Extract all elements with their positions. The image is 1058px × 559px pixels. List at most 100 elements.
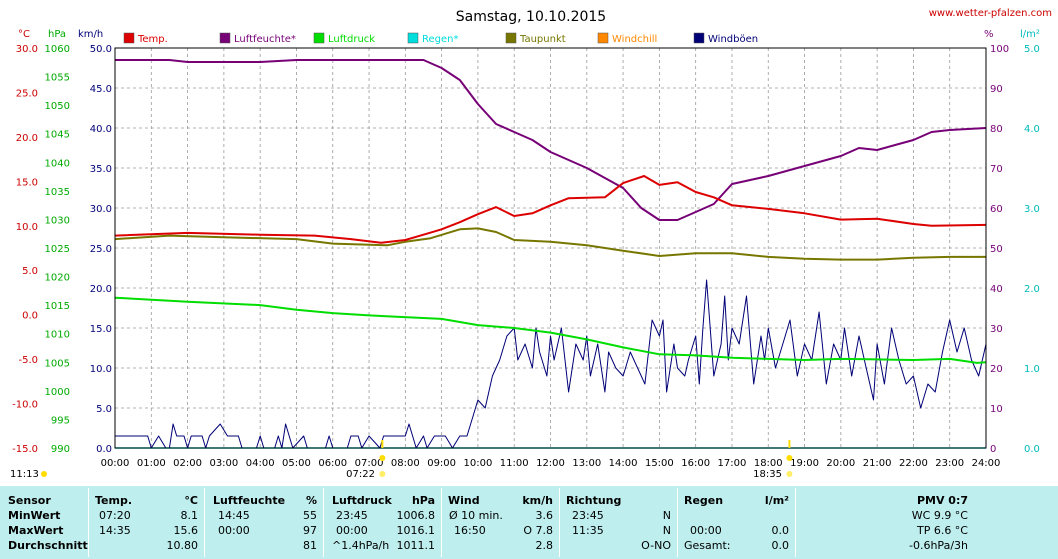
humidity-tick-label: 70 — [990, 164, 1003, 175]
temp-section: Temp. °C 07:20 8.1 14:35 15.6 10.80 — [89, 486, 204, 559]
legend-swatch-pressure — [313, 32, 325, 44]
time-tick-label: 22:00 — [899, 458, 928, 469]
sunrise-label: 07:22 — [346, 469, 375, 480]
panel-separator — [795, 488, 796, 557]
sunrise-sun-icon — [379, 471, 386, 477]
pressure-tick-label: 1040 — [45, 158, 70, 169]
humidity-section: Luftfeuchte % 14:45 55 00:00 97 81 — [205, 486, 323, 559]
legend-label-gust: Windböen — [708, 34, 758, 45]
chart-title: Samstag, 10.10.2015 — [456, 9, 606, 25]
wind-unit-header: km/h — [522, 494, 553, 507]
pmv-pressure-trend: -0.6hPa/3h — [909, 539, 968, 552]
rain-unit: l/m² — [1020, 29, 1040, 40]
pressure-tick-label: 1030 — [45, 215, 70, 226]
temp-unit-header: °C — [184, 494, 198, 507]
time-tick-label: 08:00 — [391, 458, 420, 469]
daylength-sun-icon — [41, 471, 47, 477]
panel-separator — [323, 488, 324, 557]
time-tick-label: 10:00 — [464, 458, 493, 469]
temp-tick-label: 30.0 — [16, 44, 38, 55]
direction-row2-time: 11:35 — [572, 524, 604, 537]
sun-icons — [41, 440, 793, 477]
humidity-tick-label: 60 — [990, 204, 1003, 215]
row-label-avg: Durchschnitt — [8, 539, 88, 552]
temp-max-value: 15.6 — [173, 524, 199, 537]
time-tick-label: 19:00 — [790, 458, 819, 469]
pressure-section: Luftdruck hPa 23:45 1006.8 00:00 1016.1 … — [324, 486, 441, 559]
temp-tick-label: 5.0 — [22, 266, 38, 277]
temp-header: Temp. — [95, 494, 133, 507]
panel-separator — [441, 488, 442, 557]
temp-max-time: 14:35 — [99, 524, 131, 537]
humidity-tick-label: 50 — [990, 244, 1003, 255]
time-tick-label: 05:00 — [282, 458, 311, 469]
wind-header: Wind — [448, 494, 480, 507]
axis-tick-labels: 30.0 25.0 20.0 15.0 10.0 5.0 0.0 -5.0 -10.0 -15.0… — [12, 44, 1040, 469]
time-tick-label: 23:00 — [935, 458, 964, 469]
wind-tick-label: 10.0 — [90, 364, 112, 375]
pmv-section: PMV 0:7 WC 9.9 °C TP 6.6 °C -0.6hPa/3h — [796, 486, 1052, 559]
row-label-min: MinWert — [8, 509, 61, 522]
pmv-windchill: WC 9.9 °C — [911, 509, 968, 522]
humidity-max-value: 97 — [303, 524, 317, 537]
humidity-max-time: 00:00 — [218, 524, 250, 537]
weather-chart: Samstag, 10.10.2015 www.wetter-pfalzen.c… — [10, 8, 1052, 480]
pressure-tick-label: 1055 — [45, 73, 70, 84]
temp-tick-label: -10.0 — [12, 400, 38, 411]
wind-tick-label: 30.0 — [90, 204, 112, 215]
time-tick-label: 24:00 — [972, 458, 1001, 469]
wind-tick-label: 50.0 — [90, 44, 112, 55]
pressure-avg-value: 1011.1 — [396, 539, 436, 552]
rain-tick-label: 0.0 — [1024, 444, 1040, 455]
direction-row2-value: N — [662, 524, 671, 537]
wind-section: Wind km/h Ø 10 min. 3.6 16:50 O 7.8 2.8 — [442, 486, 559, 559]
humidity-avg-value: 81 — [303, 539, 317, 552]
sunset-label: 18:35 — [753, 469, 782, 480]
temp-tick-label: 0.0 — [22, 311, 38, 322]
legend-swatch-dewpoint — [505, 32, 517, 44]
time-tick-label: 09:00 — [427, 458, 456, 469]
pmv-header: PMV 0:7 — [916, 494, 968, 507]
direction-section: Richtung 23:45 N 11:35 N O-NO — [560, 486, 677, 559]
rain-row2-time: 00:00 — [690, 524, 722, 537]
wind-avg10-label: Ø 10 min. — [449, 509, 503, 522]
panel-separator — [204, 488, 205, 557]
series-line-gust — [115, 279, 987, 449]
pressure-tick-label: 1000 — [45, 387, 70, 398]
direction-avg-value: O-NO — [641, 539, 671, 552]
temp-tick-label: 10.0 — [16, 222, 38, 233]
wind-tick-label: 35.0 — [90, 164, 112, 175]
direction-row1-value: N — [662, 509, 671, 522]
humidity-tick-label: 0 — [990, 444, 996, 455]
legend-swatch-windchill — [597, 32, 609, 44]
pressure-max-time: 00:00 — [336, 524, 368, 537]
legend-label-humidity: Luftfeuchte* — [234, 34, 296, 45]
rain-section: Regen l/m² 00:00 0.0 Gesamt: 0.0 — [678, 486, 795, 559]
humidity-header: Luftfeuchte — [213, 494, 286, 507]
pressure-tick-label: 1025 — [45, 244, 70, 255]
rain-total-label: Gesamt: — [684, 539, 731, 552]
time-tick-label: 18:00 — [754, 458, 783, 469]
panel-separator — [677, 488, 678, 557]
pressure-tick-label: 1020 — [45, 273, 70, 284]
time-tick-label: 03:00 — [209, 458, 238, 469]
website-link[interactable]: www.wetter-pfalzen.com — [929, 8, 1052, 19]
humidity-min-value: 55 — [303, 509, 317, 522]
humidity-tick-label: 80 — [990, 124, 1003, 135]
time-tick-label: 20:00 — [826, 458, 855, 469]
humidity-unit-header: % — [305, 494, 317, 507]
sunrise-sun-icon — [379, 455, 386, 461]
time-tick-label: 12:00 — [536, 458, 565, 469]
pressure-min-time: 23:45 — [336, 509, 368, 522]
pressure-tick-label: 1035 — [45, 187, 70, 198]
temp-tick-label: 20.0 — [16, 133, 38, 144]
pressure-tick-label: 1005 — [45, 358, 70, 369]
chart-legend: Temp. Luftfeuchte* Luftdruck Regen* Taupunkt… — [123, 32, 758, 45]
wind-tick-label: 0.0 — [96, 444, 112, 455]
time-tick-label: 16:00 — [681, 458, 710, 469]
temp-min-time: 07:20 — [99, 509, 131, 522]
pressure-max-value: 1016.1 — [396, 524, 436, 537]
legend-swatch-humidity — [219, 32, 231, 44]
temp-tick-label: -15.0 — [12, 444, 38, 455]
temp-tick-label: 25.0 — [16, 88, 38, 99]
